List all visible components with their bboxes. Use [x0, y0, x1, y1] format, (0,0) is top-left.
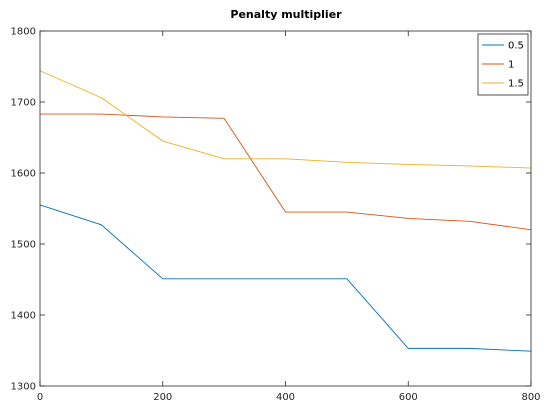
axes: 0 200 400 600 800 1300 1400 1500 1600 1700 1800	[11, 27, 541, 404]
y-tick-label: 1800	[11, 27, 36, 38]
chart-title: Penalty multiplier	[230, 8, 342, 21]
x-tick-label: 200	[153, 392, 172, 403]
series-line-1	[39, 204, 532, 352]
y-tick-label: 1400	[11, 311, 36, 322]
y-tick-label: 1500	[11, 240, 36, 251]
series-layer	[39, 70, 532, 352]
x-tick-label: 400	[276, 392, 295, 403]
series-line-3	[39, 70, 532, 169]
x-tick-label: 800	[521, 392, 540, 403]
y-tick-label: 1300	[11, 382, 36, 393]
legend-box	[477, 33, 529, 96]
legend: 0.5 1 1.5	[477, 33, 529, 96]
y-tick-label: 1600	[11, 169, 36, 180]
x-tick-label: 600	[399, 392, 418, 403]
legend-label-1: 0.5	[508, 41, 524, 52]
plot-area	[40, 31, 531, 386]
legend-label-2: 1	[508, 60, 514, 71]
y-tick-label: 1700	[11, 98, 36, 109]
legend-label-3: 1.5	[508, 79, 524, 90]
x-tick-label: 0	[37, 392, 43, 403]
series-line-2	[40, 113, 532, 231]
